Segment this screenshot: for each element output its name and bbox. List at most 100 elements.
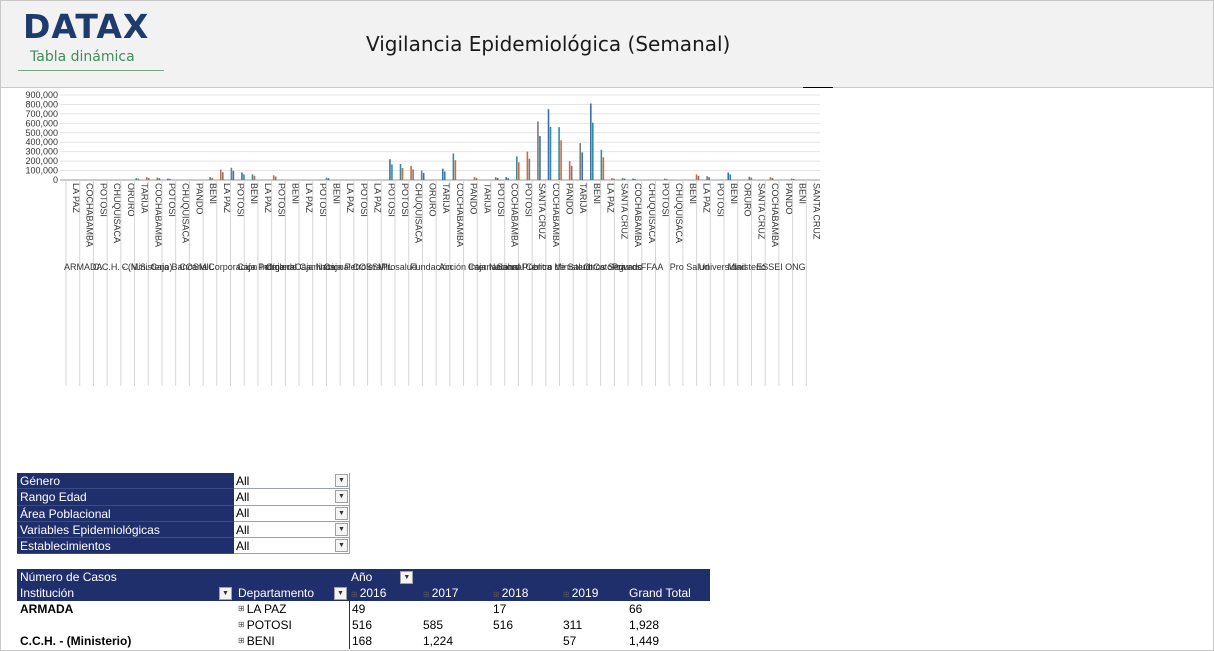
x-tick-label: LA PAZ (71, 183, 81, 213)
department-cell[interactable]: ⊞ LA PAZ (234, 601, 349, 617)
expand-icon[interactable]: ⊞ (351, 590, 358, 599)
institution-label: Caja Bancaria (151, 262, 208, 272)
expand-icon[interactable]: ⊞ (238, 636, 245, 645)
expand-icon[interactable]: ⊞ (493, 590, 500, 599)
expand-icon[interactable]: ⊞ (238, 620, 245, 629)
filter-value[interactable]: All ▼ (234, 538, 350, 555)
filter-value[interactable]: All ▼ (234, 521, 350, 539)
year-col-2017[interactable]: ⊞ 2017 (419, 585, 489, 601)
expand-icon[interactable]: ⊞ (238, 604, 245, 613)
x-tick-label: ORURO (743, 183, 753, 217)
bar (621, 178, 624, 180)
pivot-table: Número de Casos Año ▼ Institución ▼ Depa… (17, 569, 710, 649)
expand-icon[interactable]: ⊞ (563, 590, 570, 599)
bar (253, 175, 256, 180)
institution-label: Pro Salud (670, 262, 710, 272)
bar (454, 160, 457, 180)
year-col-2018[interactable]: ⊞ 2018 (489, 585, 559, 601)
x-tick-label: PANDO (784, 183, 794, 214)
filter-label: Variables Epidemiológicas (17, 521, 234, 539)
y-tick-label: 100,000 (25, 166, 58, 176)
bar (222, 172, 224, 180)
year-filter-dropdown-icon[interactable]: ▼ (400, 570, 414, 584)
filter-value[interactable]: All ▼ (234, 473, 350, 490)
bar (613, 178, 615, 180)
year-label: 2019 (571, 586, 599, 600)
institution-field: Institución ▼ (17, 585, 234, 601)
institution-cell: C.C.H. - (Ministerio) (20, 634, 132, 648)
institution-label: Salud Pública (497, 262, 552, 272)
x-tick-label: POTOSI (318, 183, 328, 217)
bar (241, 172, 243, 180)
x-tick-label: COCHABAMBA (85, 183, 95, 247)
filter-row: Variables Epidemiológicas All ▼ (17, 521, 350, 539)
department-filter-dropdown-icon[interactable]: ▼ (334, 586, 347, 600)
y-tick-label: 700,000 (25, 109, 58, 119)
department-cell[interactable]: ⊞ POTOSI (234, 617, 349, 633)
bar (537, 121, 539, 180)
bar (769, 177, 772, 180)
bar (399, 163, 402, 180)
bar (442, 168, 444, 180)
value-cell-2019: 57 (563, 634, 577, 648)
institution-label: Caja Petrolera (324, 262, 382, 272)
table-row: ARMADA ⊞ LA PAZ 49 17 66 (17, 601, 710, 617)
institution-label: Universidad (699, 262, 747, 272)
y-tick-label: 0 (53, 175, 58, 185)
x-tick-label: TARIJA (578, 183, 588, 213)
bar (547, 109, 550, 180)
pivot-chart[interactable]: 900,000800,000700,000600,000500,000400,0… (15, 89, 823, 389)
expand-icon[interactable]: ⊞ (423, 590, 430, 599)
x-tick-label: PANDO (469, 183, 479, 214)
bar (274, 176, 277, 180)
institution-label: FFAA (641, 262, 664, 272)
bar (600, 149, 603, 180)
y-tick-label: 500,000 (25, 128, 58, 138)
filter-dropdown-icon[interactable]: ▼ (335, 539, 348, 553)
filter-row: Rango Edad All ▼ (17, 489, 350, 506)
x-tick-label: BENI (331, 183, 341, 204)
x-tick-label: COCHABAMBA (153, 183, 163, 247)
filter-dropdown-icon[interactable]: ▼ (335, 474, 348, 488)
value-cell-2017: 1,224 (423, 634, 454, 648)
institution-filter-dropdown-icon[interactable]: ▼ (219, 586, 232, 600)
bar (750, 177, 753, 180)
filter-dropdown-icon[interactable]: ▼ (335, 506, 348, 520)
y-tick-label: 300,000 (25, 147, 58, 157)
year-col-2016[interactable]: ⊞ 2016 (349, 585, 419, 601)
x-tick-label: POTOSI (660, 183, 670, 217)
filter-dropdown-icon[interactable]: ▼ (335, 523, 348, 537)
total-cell: 1,449 (629, 634, 660, 648)
filter-panel: Género All ▼ Rango Edad All ▼ Área Poblacional… (17, 473, 350, 555)
measure-label: Número de Casos (20, 570, 117, 584)
year-col-2019[interactable]: ⊞ 2019 (559, 585, 625, 601)
x-tick-label: LA PAZ (345, 183, 355, 213)
department-cell[interactable]: ⊞ BENI (234, 633, 349, 649)
x-tick-label: BENI (208, 183, 218, 204)
bar (452, 153, 455, 180)
x-tick-label: PANDO (565, 183, 575, 214)
institution-label: Ministerio (554, 262, 593, 272)
filter-value[interactable]: All ▼ (234, 489, 350, 506)
bar (220, 169, 222, 180)
filter-dropdown-icon[interactable]: ▼ (335, 490, 348, 504)
value-cell-2018: 516 (493, 618, 514, 632)
filter-value[interactable]: All ▼ (234, 505, 350, 522)
value-cell-2017: 585 (423, 618, 444, 632)
bar (148, 177, 150, 180)
bar (401, 167, 404, 180)
bar (695, 174, 698, 180)
institution-cell (17, 617, 234, 633)
x-tick-label: SANTA CRUZ (756, 183, 766, 240)
bar (706, 176, 708, 180)
y-tick-label: 800,000 (25, 99, 58, 109)
x-tick-label: POTOSI (496, 183, 506, 217)
bar (590, 103, 592, 180)
bar (528, 158, 531, 180)
year-field-label: Año (351, 570, 373, 584)
bar (748, 176, 751, 180)
bar (602, 157, 605, 180)
bar (243, 174, 245, 180)
bar (505, 177, 508, 180)
x-tick-label: ORURO (126, 183, 136, 217)
